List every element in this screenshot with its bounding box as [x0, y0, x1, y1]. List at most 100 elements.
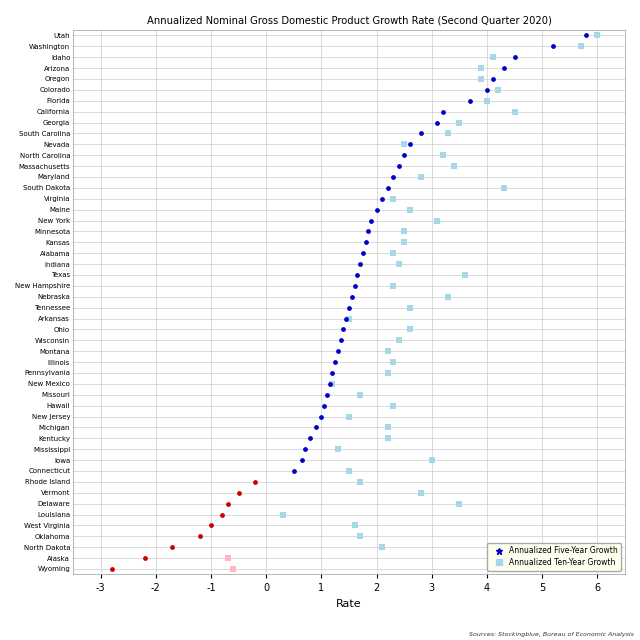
Point [250, 477, 260, 487]
Point [228, 564, 238, 574]
Point [404, 205, 415, 215]
Point [327, 379, 337, 389]
Point [399, 237, 410, 248]
Point [333, 444, 343, 454]
Point [427, 455, 437, 465]
Point [383, 368, 393, 378]
Point [355, 390, 365, 400]
Point [388, 194, 398, 204]
Point [324, 379, 335, 389]
Point [493, 84, 503, 95]
Point [140, 553, 150, 563]
Point [509, 106, 520, 116]
Point [206, 520, 216, 531]
Point [355, 531, 365, 541]
Point [300, 444, 310, 454]
Point [355, 477, 365, 487]
Point [581, 30, 591, 40]
Point [278, 509, 288, 520]
Point [339, 324, 349, 335]
Point [388, 281, 398, 291]
Point [444, 128, 454, 138]
Point [371, 205, 381, 215]
Point [499, 183, 509, 193]
Point [355, 259, 365, 269]
Point [305, 433, 316, 444]
Point [404, 303, 415, 313]
Point [383, 422, 393, 433]
Point [399, 227, 410, 237]
Point [388, 172, 398, 182]
Point [388, 248, 398, 259]
Point [399, 139, 410, 149]
Point [377, 194, 387, 204]
Point [394, 259, 404, 269]
Point [364, 227, 374, 237]
Point [499, 63, 509, 73]
Point [335, 335, 346, 346]
Point [360, 237, 371, 248]
Point [347, 292, 357, 302]
X-axis label: Rate: Rate [336, 599, 362, 609]
Point [415, 128, 426, 138]
Point [383, 346, 393, 356]
Point [319, 401, 330, 411]
Title: Annualized Nominal Gross Domestic Product Growth Rate (Second Quarter 2020): Annualized Nominal Gross Domestic Produc… [147, 15, 552, 25]
Point [404, 324, 415, 335]
Point [297, 455, 307, 465]
Point [195, 531, 205, 541]
Point [432, 216, 442, 226]
Point [167, 542, 177, 552]
Point [352, 270, 362, 280]
Point [289, 466, 299, 476]
Point [311, 422, 321, 433]
Point [358, 248, 368, 259]
Point [217, 509, 227, 520]
Point [444, 292, 454, 302]
Point [349, 281, 360, 291]
Point [322, 390, 332, 400]
Point [438, 106, 448, 116]
Point [454, 117, 465, 127]
Point [223, 553, 233, 563]
Point [476, 63, 486, 73]
Point [327, 368, 337, 378]
Point [576, 41, 586, 51]
Point [482, 95, 492, 106]
Point [344, 466, 354, 476]
Point [383, 433, 393, 444]
Point [415, 172, 426, 182]
Point [388, 401, 398, 411]
Point [476, 74, 486, 84]
Point [432, 117, 442, 127]
Point [234, 488, 244, 498]
Point [394, 161, 404, 171]
Text: Sources: Stockingblue, Bureau of Economic Analysis: Sources: Stockingblue, Bureau of Economi… [468, 632, 634, 637]
Point [316, 412, 326, 422]
Point [465, 95, 476, 106]
Point [415, 488, 426, 498]
Point [454, 499, 465, 509]
Point [488, 52, 498, 62]
Point [460, 270, 470, 280]
Point [366, 216, 376, 226]
Point [482, 84, 492, 95]
Point [592, 30, 602, 40]
Point [349, 520, 360, 531]
Point [449, 161, 459, 171]
Point [344, 303, 354, 313]
Legend: Annualized Five-Year Growth, Annualized Ten-Year Growth: Annualized Five-Year Growth, Annualized … [487, 543, 621, 571]
Point [330, 357, 340, 367]
Point [344, 412, 354, 422]
Point [341, 314, 351, 324]
Point [399, 150, 410, 160]
Point [383, 183, 393, 193]
Point [223, 499, 233, 509]
Point [333, 346, 343, 356]
Point [106, 564, 116, 574]
Point [394, 335, 404, 346]
Point [377, 542, 387, 552]
Point [548, 41, 558, 51]
Point [488, 74, 498, 84]
Point [404, 139, 415, 149]
